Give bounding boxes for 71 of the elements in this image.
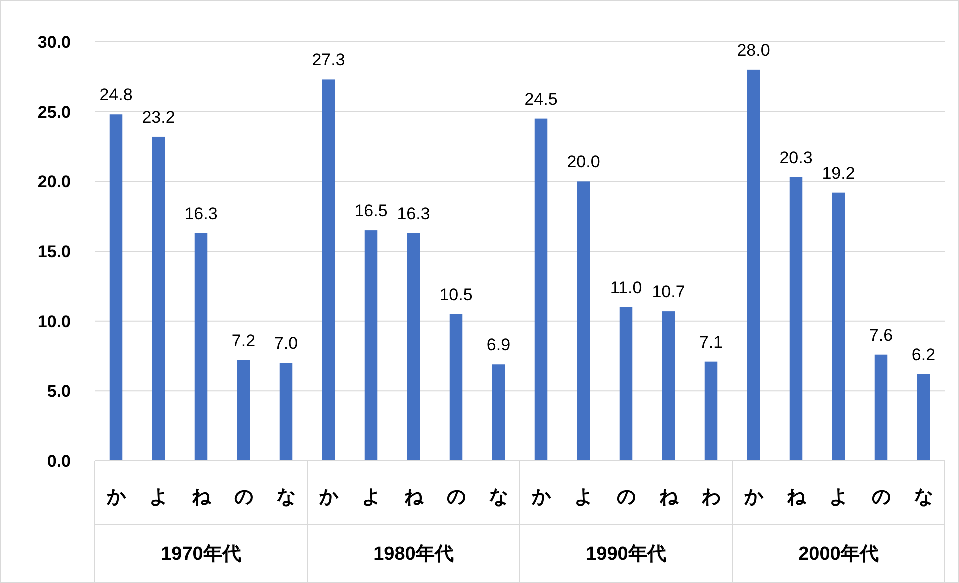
text: 1970年代 (161, 544, 242, 565)
bar (194, 233, 208, 461)
data-label: 11.0 (610, 278, 642, 298)
data-label: 7.1 (699, 332, 724, 352)
x-tick-label: か (743, 487, 764, 508)
bar (364, 230, 378, 461)
data-label: 19.2 (822, 164, 856, 183)
x-tick-label: わ (700, 487, 721, 508)
bar (832, 192, 846, 461)
data-label: 27.3 (312, 50, 346, 70)
data-label: 23.2 (142, 108, 176, 127)
bar (152, 136, 166, 461)
y-tick-label: 30.0 (38, 33, 71, 52)
data-label: 10.5 (440, 285, 473, 304)
data-label: 20.3 (780, 148, 813, 168)
x-tick-label: の (616, 487, 636, 508)
y-tick-label: 25.0 (38, 102, 71, 122)
bar (620, 307, 633, 461)
data-label: 7.2 (232, 331, 256, 350)
y-tick-label: 15.0 (38, 242, 71, 262)
bar (790, 177, 803, 461)
bar (450, 314, 463, 461)
x-tick-label: ね (192, 487, 212, 508)
bar (322, 80, 336, 461)
y-tick-label: 5.0 (47, 382, 71, 402)
x-tick-label: な (489, 487, 508, 508)
data-label: 16.5 (354, 202, 388, 221)
text: 2000年代 (798, 544, 879, 565)
data-label: 10.7 (652, 282, 686, 302)
x-tick-label: な (276, 487, 296, 508)
bar (874, 354, 888, 461)
data-label: 24.8 (100, 86, 133, 105)
x-tick-label: ね (659, 487, 680, 508)
x-tick-label: よ (149, 487, 168, 508)
x-tick-label: よ (574, 487, 594, 508)
data-label: 16.3 (184, 204, 218, 224)
x-tick-label: か (106, 487, 127, 508)
x-tick-label: よ (829, 487, 848, 508)
x-tick-label: な (914, 487, 934, 508)
data-label: 7.0 (274, 334, 298, 354)
bar (577, 182, 590, 461)
x-tick-label: よ (362, 487, 381, 508)
x-tick-label: ね (404, 487, 424, 508)
x-tick-label: か (530, 487, 552, 508)
x-tick-label: か (318, 487, 340, 508)
data-label: 6.2 (912, 345, 936, 364)
bar (407, 233, 420, 461)
data-label: 6.9 (486, 336, 511, 355)
bar (662, 312, 676, 461)
bar (704, 362, 718, 461)
bar (534, 118, 548, 461)
data-label: 16.3 (397, 204, 430, 224)
x-tick-label: ね (786, 487, 807, 508)
y-tick-label: 10.0 (38, 312, 71, 332)
text: 1990年代 (586, 544, 666, 565)
bar (492, 364, 506, 461)
bar (280, 363, 293, 461)
bar (237, 360, 250, 461)
text: 1980年代 (374, 544, 454, 565)
data-label: 7.6 (869, 326, 894, 345)
data-label: 28.0 (737, 40, 770, 60)
bar (110, 114, 123, 461)
y-tick-label: 20.0 (38, 172, 71, 192)
bar (917, 374, 930, 461)
x-tick-label: の (234, 487, 254, 508)
y-tick-label: 0.0 (47, 452, 71, 471)
data-label: 24.5 (524, 90, 558, 109)
data-label: 20.0 (567, 152, 600, 172)
x-tick-label: の (872, 487, 891, 508)
bar (747, 70, 760, 461)
x-tick-label: の (446, 487, 466, 508)
